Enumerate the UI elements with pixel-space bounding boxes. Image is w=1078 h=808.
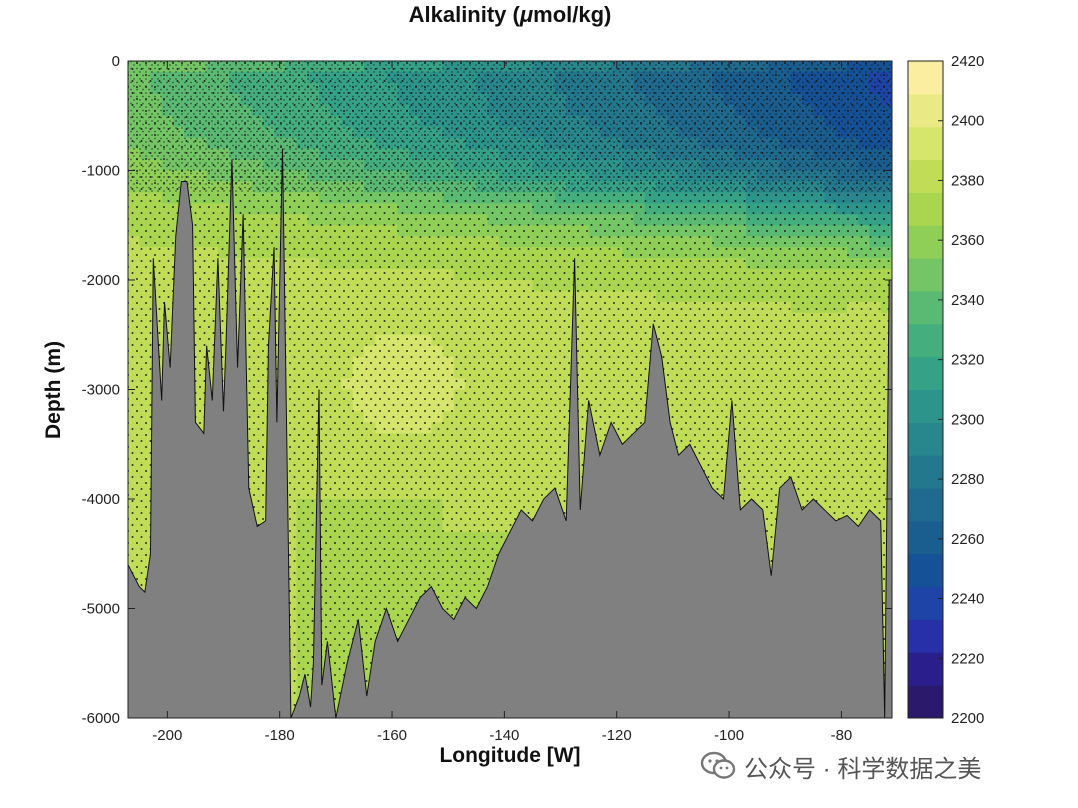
colorbar-level (908, 323, 943, 358)
colorbar-level (908, 93, 943, 128)
colorbar-level (908, 586, 943, 620)
sea-floor-outline (128, 148, 892, 718)
colorbar-tick-label: 2400 (951, 113, 984, 130)
colorbar-tick-label: 2320 (951, 352, 984, 369)
colorbar-tick-label: 2380 (951, 172, 984, 189)
colorbar-level (908, 159, 943, 193)
colorbar-level (908, 356, 943, 390)
y-tick-label: -4000 (82, 491, 120, 508)
colorbar-tick-label: 2220 (951, 650, 984, 667)
colorbar-level (908, 520, 943, 555)
colorbar-tick-label: 2420 (951, 53, 984, 70)
colorbar-tick-label: 2240 (951, 591, 984, 608)
x-axis-label: Longitude [W] (439, 744, 581, 767)
y-tick-label: -1000 (82, 163, 120, 180)
colorbar-level (908, 61, 943, 95)
x-tick-label: -80 (831, 727, 853, 744)
sample-dots-upper (128, 61, 892, 193)
colorbar-level (908, 619, 943, 653)
watermark-text: 公众号 · 科学数据之美 (744, 755, 982, 783)
x-tick-label: -180 (265, 727, 295, 744)
x-tick-label: -200 (152, 727, 182, 744)
colorbar-level (908, 422, 943, 456)
colorbar-level (908, 685, 943, 719)
watermark: 公众号 · 科学数据之美 (700, 748, 981, 784)
y-tick-label: -2000 (82, 272, 120, 289)
y-axis: 0 -1000 -2000 -3000 -4000 -5000 -6000 (82, 53, 892, 727)
colorbar-level (908, 225, 943, 259)
sea-floor (128, 148, 892, 718)
y-tick-label: -3000 (82, 382, 120, 399)
colorbar-level (908, 258, 943, 292)
x-tick-label: -140 (489, 727, 519, 744)
colorbar-tick-label: 2200 (951, 710, 984, 727)
chart-title: Alkalinity (μmol/kg) (408, 2, 612, 27)
y-axis-label: Depth (m) (42, 341, 65, 439)
colorbar-level (908, 389, 943, 423)
x-axis: -200 -180 -160 -140 -120 -100 -80 (152, 61, 852, 744)
colorbar-tick-label: 2300 (951, 411, 984, 428)
colorbar-level (908, 290, 943, 325)
colorbar-tick-label: 2340 (951, 292, 984, 309)
colorbar-level (908, 553, 943, 588)
x-tick-label: -120 (602, 727, 632, 744)
x-tick-label: -100 (714, 727, 744, 744)
colorbar-tick-label: 2360 (951, 232, 984, 249)
colorbar-tick-label: 2280 (951, 471, 984, 488)
colorbar-level (908, 126, 943, 161)
colorbar-level (908, 455, 943, 489)
y-tick-label: -6000 (82, 710, 120, 727)
colorbar-frame (907, 60, 944, 719)
x-tick-label: -160 (377, 727, 407, 744)
wechat-icon (700, 751, 736, 779)
colorbar-level (908, 192, 943, 226)
colorbar-level (908, 652, 943, 686)
colorbar-tick-label: 2260 (951, 531, 984, 548)
colorbar-level (908, 488, 943, 522)
colorbar: 2200 2220 2240 2260 2280 2300 2320 2340 2360 2380… (907, 53, 984, 727)
y-tick-label: 0 (112, 53, 120, 70)
y-tick-label: -5000 (82, 601, 120, 618)
plot-area (128, 61, 892, 718)
